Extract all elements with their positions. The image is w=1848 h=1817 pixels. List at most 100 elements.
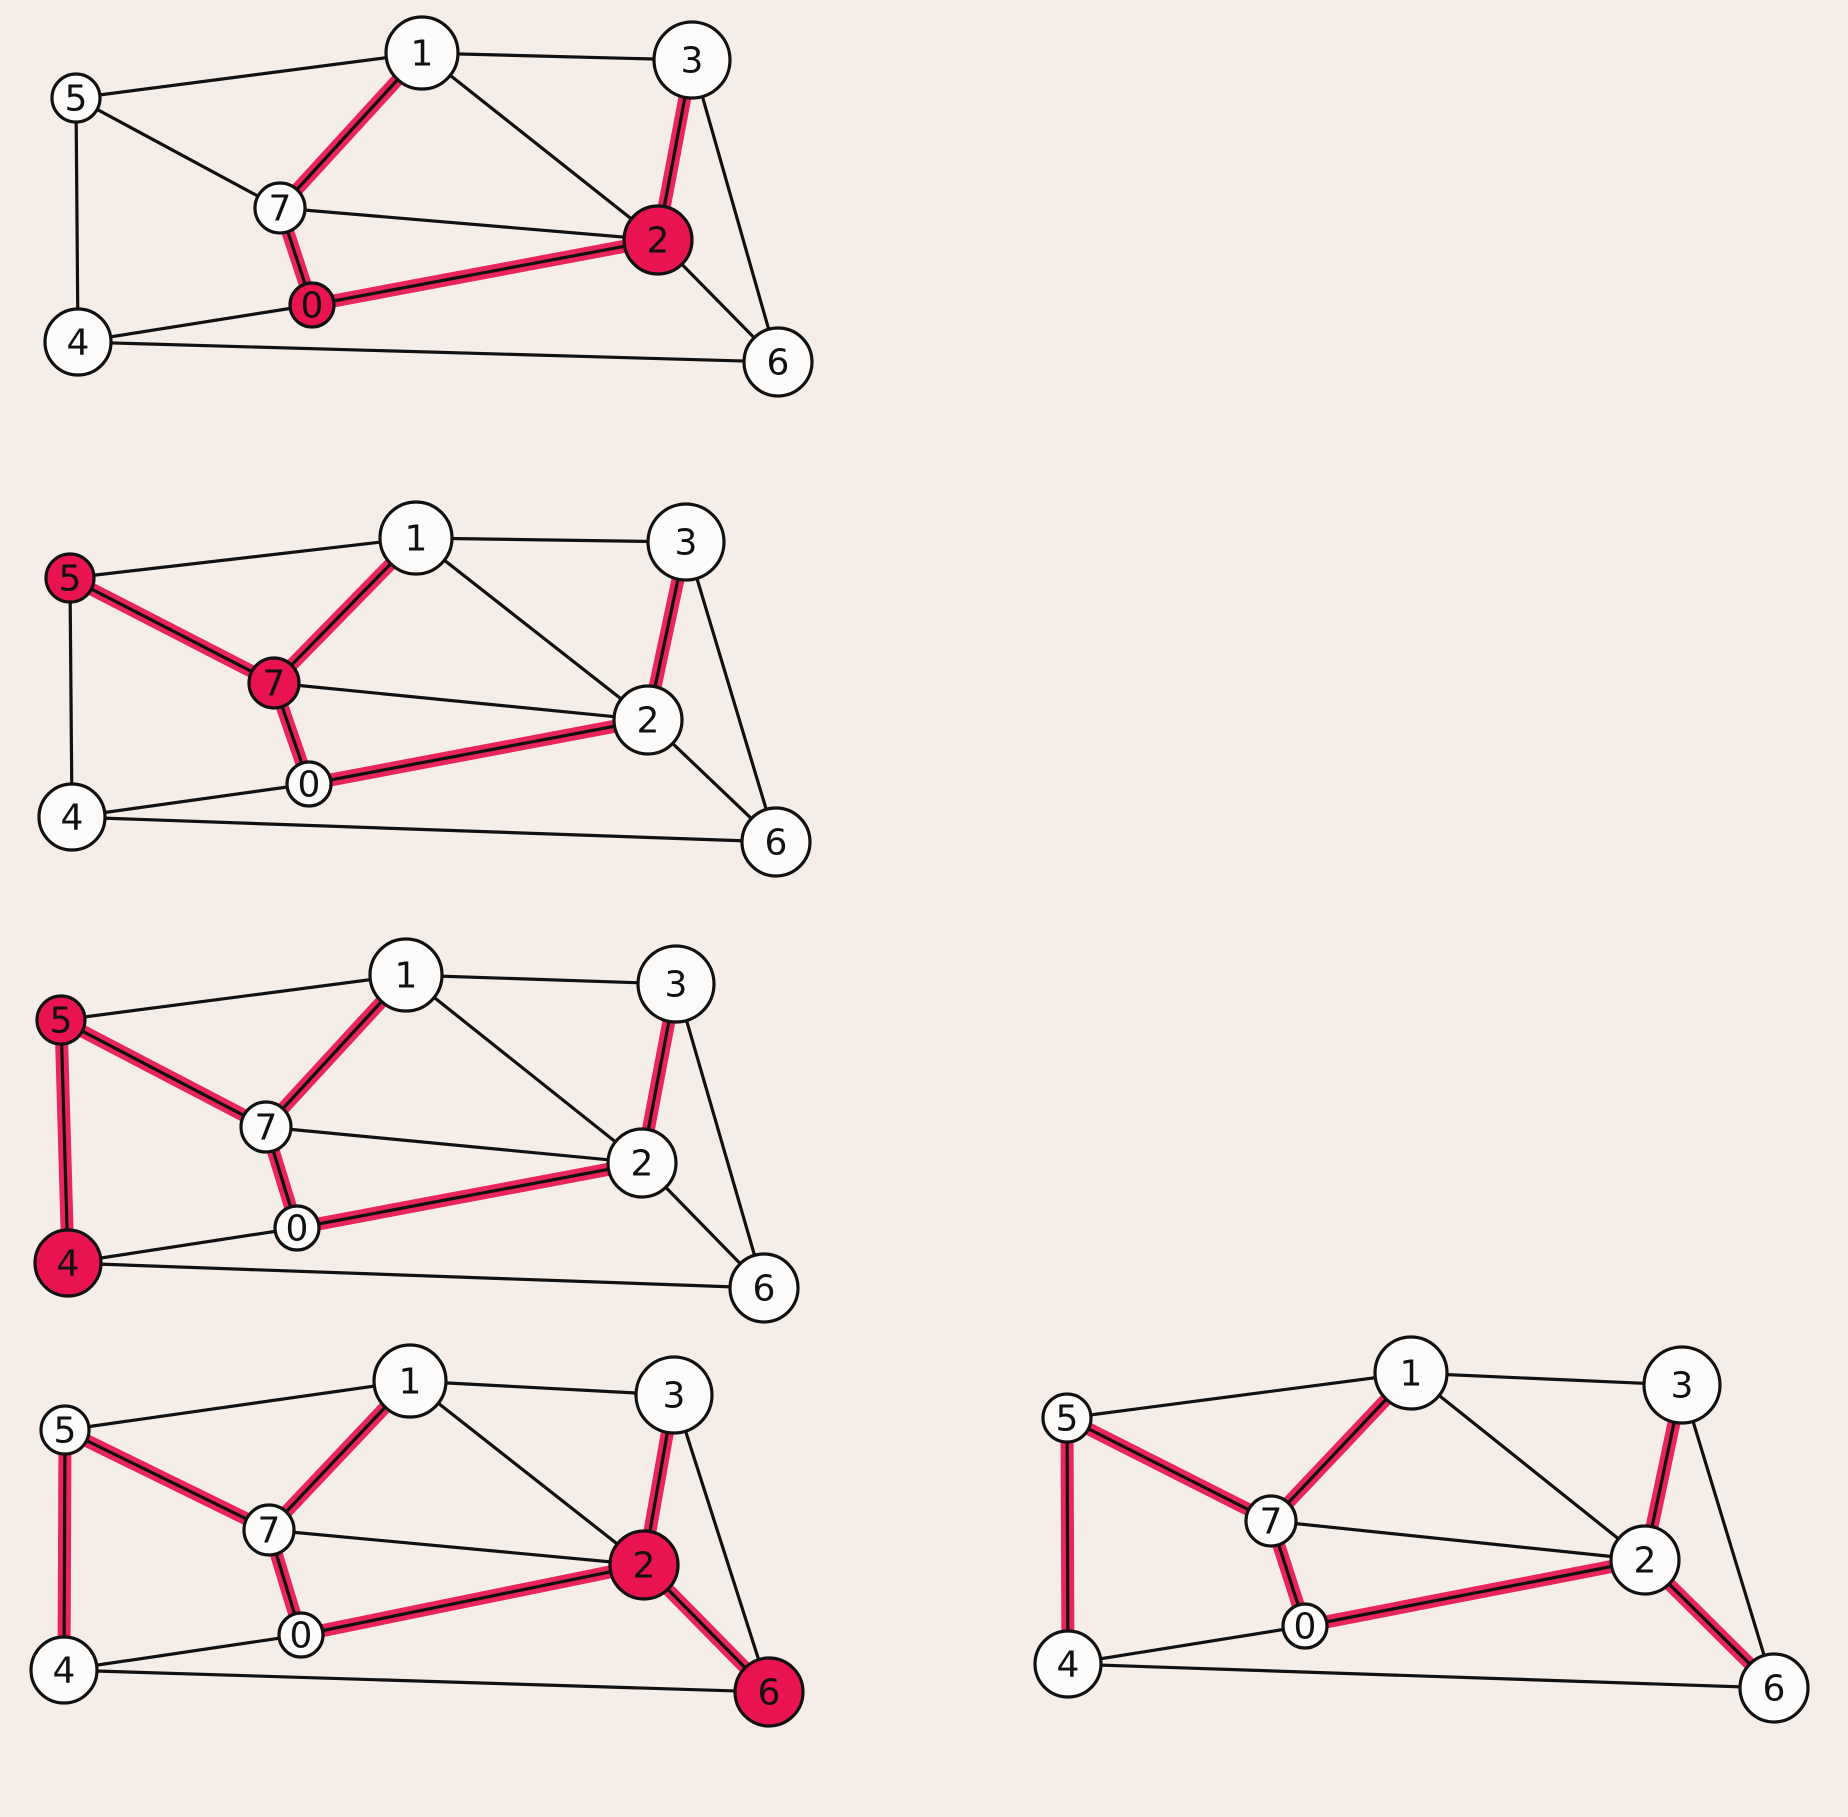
node-6: 6 bbox=[742, 326, 814, 398]
node-2: 2 bbox=[608, 1529, 680, 1601]
tree-edge-4-5 bbox=[1065, 1416, 1070, 1666]
graph-edge-1-5 bbox=[74, 51, 424, 100]
node-2: 2 bbox=[606, 1127, 678, 1199]
node-circle bbox=[33, 1228, 103, 1298]
node-label: 1 bbox=[405, 519, 428, 560]
node-label: 3 bbox=[1671, 1366, 1694, 1407]
graph-edge-3-6 bbox=[1680, 1383, 1776, 1690]
node-7: 7 bbox=[242, 1503, 296, 1557]
node-circle bbox=[636, 944, 716, 1024]
graph-edge-0-4 bbox=[62, 1633, 303, 1672]
node-3: 3 bbox=[634, 1355, 714, 1435]
tree-edge-4-5 bbox=[59, 1018, 70, 1265]
node-label: 4 bbox=[1057, 1645, 1080, 1686]
node-circle bbox=[634, 1355, 714, 1435]
node-label: 2 bbox=[631, 1144, 654, 1185]
node-label: 6 bbox=[753, 1269, 776, 1310]
node-label: 0 bbox=[298, 765, 321, 806]
node-5: 5 bbox=[35, 994, 87, 1046]
node-6: 6 bbox=[1738, 1652, 1810, 1724]
graph-edge-1-2 bbox=[408, 1379, 646, 1567]
node-circle bbox=[384, 15, 460, 91]
node-circle bbox=[378, 500, 454, 576]
node-0: 0 bbox=[1281, 1602, 1329, 1650]
node-circle bbox=[1738, 1652, 1810, 1724]
graph-edge-3-6 bbox=[684, 540, 778, 844]
node-4: 4 bbox=[1033, 1629, 1103, 1699]
node-label: 7 bbox=[255, 1108, 278, 1149]
graph-panel-step-3: 0 1 2 3 4 5 6 7 bbox=[33, 937, 800, 1324]
node-0: 0 bbox=[288, 281, 336, 329]
node-circle bbox=[39, 1404, 91, 1456]
node-label: 6 bbox=[1763, 1669, 1786, 1710]
node-circle bbox=[606, 1127, 678, 1199]
graph-edge-4-5 bbox=[68, 576, 74, 819]
graph-edge-1-2 bbox=[414, 536, 650, 722]
node-circle bbox=[608, 1529, 680, 1601]
graph-edge-4-6 bbox=[62, 1668, 771, 1694]
node-1: 1 bbox=[384, 15, 460, 91]
tree-edge-4-5 bbox=[62, 1428, 67, 1672]
node-7: 7 bbox=[253, 181, 307, 235]
node-6: 6 bbox=[728, 1252, 800, 1324]
node-label: 7 bbox=[269, 189, 292, 230]
node-circle bbox=[1642, 1345, 1722, 1425]
node-3: 3 bbox=[652, 20, 732, 100]
node-circle bbox=[740, 806, 812, 878]
graph-edge-4-6 bbox=[66, 1261, 766, 1290]
node-label: 2 bbox=[647, 221, 670, 262]
node-circle bbox=[1609, 1524, 1681, 1596]
graph-panel-step-2: 0 1 2 3 4 5 6 7 bbox=[37, 500, 812, 878]
node-label: 1 bbox=[395, 956, 418, 997]
node-1: 1 bbox=[368, 937, 444, 1013]
node-3: 3 bbox=[646, 502, 726, 582]
graph-edge-1-5 bbox=[68, 536, 418, 580]
node-circle bbox=[288, 281, 336, 329]
node-circle bbox=[733, 1656, 805, 1728]
node-label: 2 bbox=[633, 1546, 656, 1587]
graph-edge-2-7 bbox=[1269, 1519, 1647, 1562]
tree-edge-0-2 bbox=[1303, 1558, 1647, 1628]
node-circle bbox=[277, 1611, 325, 1659]
node-2: 2 bbox=[1609, 1524, 1681, 1596]
graph-edge-3-6 bbox=[672, 1393, 771, 1694]
node-7: 7 bbox=[247, 656, 301, 710]
tree-edge-5-7 bbox=[68, 576, 276, 685]
node-0: 0 bbox=[277, 1611, 325, 1659]
graph-edge-0-4 bbox=[70, 782, 311, 819]
graph-edge-4-5 bbox=[74, 96, 80, 344]
node-circle bbox=[253, 181, 307, 235]
node-circle bbox=[37, 782, 107, 852]
graph-edge-1-3 bbox=[408, 1379, 676, 1397]
graph-edge-5-7 bbox=[74, 96, 282, 210]
tree-edge-0-2 bbox=[307, 718, 650, 786]
node-5: 5 bbox=[50, 72, 102, 124]
node-label: 4 bbox=[53, 1651, 76, 1692]
node-circle bbox=[728, 1252, 800, 1324]
node-label: 6 bbox=[758, 1673, 781, 1714]
node-circle bbox=[242, 1503, 296, 1557]
graph-edge-2-7 bbox=[267, 1528, 646, 1567]
node-label: 0 bbox=[1294, 1607, 1317, 1648]
node-circle bbox=[372, 1343, 448, 1419]
node-label: 1 bbox=[1400, 1354, 1423, 1395]
node-label: 7 bbox=[258, 1511, 281, 1552]
node-label: 4 bbox=[67, 323, 90, 364]
node-circle bbox=[742, 326, 814, 398]
node-7: 7 bbox=[239, 1100, 293, 1154]
node-label: 0 bbox=[290, 1616, 313, 1657]
node-circle bbox=[1041, 1392, 1093, 1444]
graph-edge-0-4 bbox=[66, 1226, 299, 1265]
node-label: 7 bbox=[1260, 1502, 1283, 1543]
graph-panel-step-1: 0 1 2 3 4 5 6 7 bbox=[43, 15, 814, 398]
graph-edge-1-3 bbox=[414, 536, 688, 544]
node-label: 0 bbox=[286, 1209, 309, 1250]
node-circle bbox=[368, 937, 444, 1013]
graph-edge-1-2 bbox=[404, 973, 644, 1165]
graph-edge-1-3 bbox=[420, 51, 694, 62]
node-label: 5 bbox=[1056, 1399, 1079, 1440]
node-label: 3 bbox=[663, 1376, 686, 1417]
node-5: 5 bbox=[1041, 1392, 1093, 1444]
node-circle bbox=[29, 1635, 99, 1705]
graph-edge-0-4 bbox=[1066, 1624, 1307, 1666]
